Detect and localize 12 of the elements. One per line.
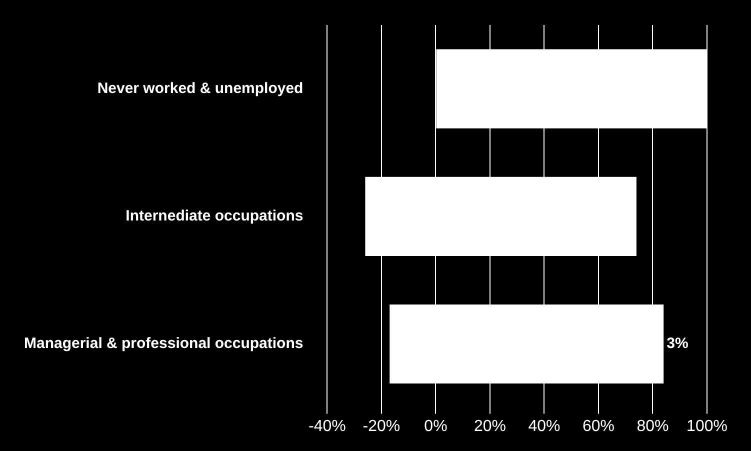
annotation: 3% bbox=[666, 335, 688, 352]
x-tick-label: 40% bbox=[528, 418, 560, 435]
y-tick-label: Never worked & unemployed bbox=[97, 80, 304, 97]
x-tick-label: 80% bbox=[636, 418, 669, 435]
x-tick-label: 20% bbox=[474, 418, 506, 435]
x-tick-label: 60% bbox=[582, 418, 615, 435]
x-tick-label: -20% bbox=[362, 418, 400, 435]
x-tick-label: 0% bbox=[424, 418, 448, 435]
x-tick-label: -40% bbox=[308, 418, 346, 435]
x-tick-label: 100% bbox=[686, 418, 728, 435]
y-tick-label: Internediate occupations bbox=[126, 208, 304, 225]
y-tick-label: Managerial & professional occupations bbox=[24, 335, 304, 352]
